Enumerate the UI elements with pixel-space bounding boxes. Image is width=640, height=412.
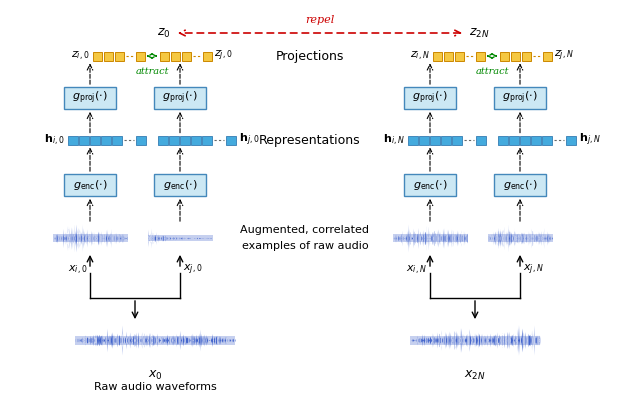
FancyBboxPatch shape xyxy=(452,136,462,145)
FancyBboxPatch shape xyxy=(136,52,145,61)
Text: Raw audio waveforms: Raw audio waveforms xyxy=(93,382,216,392)
FancyBboxPatch shape xyxy=(68,136,78,145)
FancyBboxPatch shape xyxy=(154,174,206,196)
FancyBboxPatch shape xyxy=(476,52,484,61)
FancyBboxPatch shape xyxy=(419,136,429,145)
FancyBboxPatch shape xyxy=(64,174,116,196)
Text: Projections: Projections xyxy=(276,49,344,63)
Text: examples of raw audio: examples of raw audio xyxy=(242,241,368,251)
Text: $\mathbf{h}_{i,0}$: $\mathbf{h}_{i,0}$ xyxy=(44,132,65,147)
FancyBboxPatch shape xyxy=(79,136,89,145)
Text: $z_{j,0}$: $z_{j,0}$ xyxy=(214,49,233,63)
FancyBboxPatch shape xyxy=(444,52,452,61)
FancyBboxPatch shape xyxy=(191,136,201,145)
Text: $z_0$: $z_0$ xyxy=(157,26,171,40)
Text: $\mathbf{h}_{i,N}$: $\mathbf{h}_{i,N}$ xyxy=(383,132,405,147)
FancyBboxPatch shape xyxy=(170,52,179,61)
Text: $g_{\mathrm{enc}}(\cdot)$: $g_{\mathrm{enc}}(\cdot)$ xyxy=(163,178,197,192)
Text: $z_{2N}$: $z_{2N}$ xyxy=(469,26,490,40)
FancyBboxPatch shape xyxy=(531,136,541,145)
Text: $x_{j,N}$: $x_{j,N}$ xyxy=(523,263,543,277)
FancyBboxPatch shape xyxy=(566,136,576,145)
Text: Augmented, correlated: Augmented, correlated xyxy=(241,225,369,235)
FancyBboxPatch shape xyxy=(433,52,442,61)
FancyBboxPatch shape xyxy=(498,136,508,145)
Text: $x_0$: $x_0$ xyxy=(148,368,163,382)
Text: $z_{i,N}$: $z_{i,N}$ xyxy=(410,49,429,63)
Text: $z_{i,0}$: $z_{i,0}$ xyxy=(71,49,90,63)
FancyBboxPatch shape xyxy=(180,136,190,145)
FancyBboxPatch shape xyxy=(136,136,146,145)
FancyBboxPatch shape xyxy=(499,52,509,61)
Text: attract: attract xyxy=(476,67,509,76)
FancyBboxPatch shape xyxy=(494,174,546,196)
Text: $g_{\mathrm{enc}}(\cdot)$: $g_{\mathrm{enc}}(\cdot)$ xyxy=(413,178,447,192)
Text: repel: repel xyxy=(305,15,335,25)
FancyBboxPatch shape xyxy=(112,136,122,145)
Text: $\mathbf{h}_{j,N}$: $\mathbf{h}_{j,N}$ xyxy=(579,132,601,148)
FancyBboxPatch shape xyxy=(404,87,456,109)
Text: $x_{i,0}$: $x_{i,0}$ xyxy=(68,263,87,276)
FancyBboxPatch shape xyxy=(93,52,102,61)
FancyBboxPatch shape xyxy=(542,136,552,145)
FancyBboxPatch shape xyxy=(154,87,206,109)
Text: $g_{\mathrm{enc}}(\cdot)$: $g_{\mathrm{enc}}(\cdot)$ xyxy=(73,178,108,192)
Text: attract: attract xyxy=(135,67,169,76)
FancyBboxPatch shape xyxy=(90,136,100,145)
FancyBboxPatch shape xyxy=(158,136,168,145)
Text: $x_{i,N}$: $x_{i,N}$ xyxy=(406,263,427,276)
FancyBboxPatch shape xyxy=(520,136,530,145)
Text: $g_{\mathrm{proj}}(\cdot)$: $g_{\mathrm{proj}}(\cdot)$ xyxy=(412,90,448,106)
FancyBboxPatch shape xyxy=(182,52,191,61)
FancyBboxPatch shape xyxy=(169,136,179,145)
Text: $g_{\mathrm{enc}}(\cdot)$: $g_{\mathrm{enc}}(\cdot)$ xyxy=(502,178,538,192)
FancyBboxPatch shape xyxy=(226,136,236,145)
FancyBboxPatch shape xyxy=(404,174,456,196)
FancyBboxPatch shape xyxy=(511,52,520,61)
Text: $g_{\mathrm{proj}}(\cdot)$: $g_{\mathrm{proj}}(\cdot)$ xyxy=(72,90,108,106)
Text: $g_{\mathrm{proj}}(\cdot)$: $g_{\mathrm{proj}}(\cdot)$ xyxy=(162,90,198,106)
FancyBboxPatch shape xyxy=(441,136,451,145)
Text: $z_{j,N}$: $z_{j,N}$ xyxy=(554,49,574,63)
FancyBboxPatch shape xyxy=(115,52,124,61)
FancyBboxPatch shape xyxy=(454,52,463,61)
FancyBboxPatch shape xyxy=(202,136,212,145)
Text: $x_{2N}$: $x_{2N}$ xyxy=(464,368,486,382)
Text: $g_{\mathrm{proj}}(\cdot)$: $g_{\mathrm{proj}}(\cdot)$ xyxy=(502,90,538,106)
Text: $x_{j,0}$: $x_{j,0}$ xyxy=(183,263,202,277)
FancyBboxPatch shape xyxy=(408,136,418,145)
FancyBboxPatch shape xyxy=(159,52,168,61)
FancyBboxPatch shape xyxy=(543,52,552,61)
FancyBboxPatch shape xyxy=(494,87,546,109)
Text: Representations: Representations xyxy=(259,133,361,147)
FancyBboxPatch shape xyxy=(202,52,211,61)
FancyBboxPatch shape xyxy=(101,136,111,145)
Text: $\mathbf{h}_{j,0}$: $\mathbf{h}_{j,0}$ xyxy=(239,132,260,148)
FancyBboxPatch shape xyxy=(430,136,440,145)
FancyBboxPatch shape xyxy=(104,52,113,61)
FancyBboxPatch shape xyxy=(476,136,486,145)
FancyBboxPatch shape xyxy=(522,52,531,61)
FancyBboxPatch shape xyxy=(64,87,116,109)
FancyBboxPatch shape xyxy=(509,136,519,145)
